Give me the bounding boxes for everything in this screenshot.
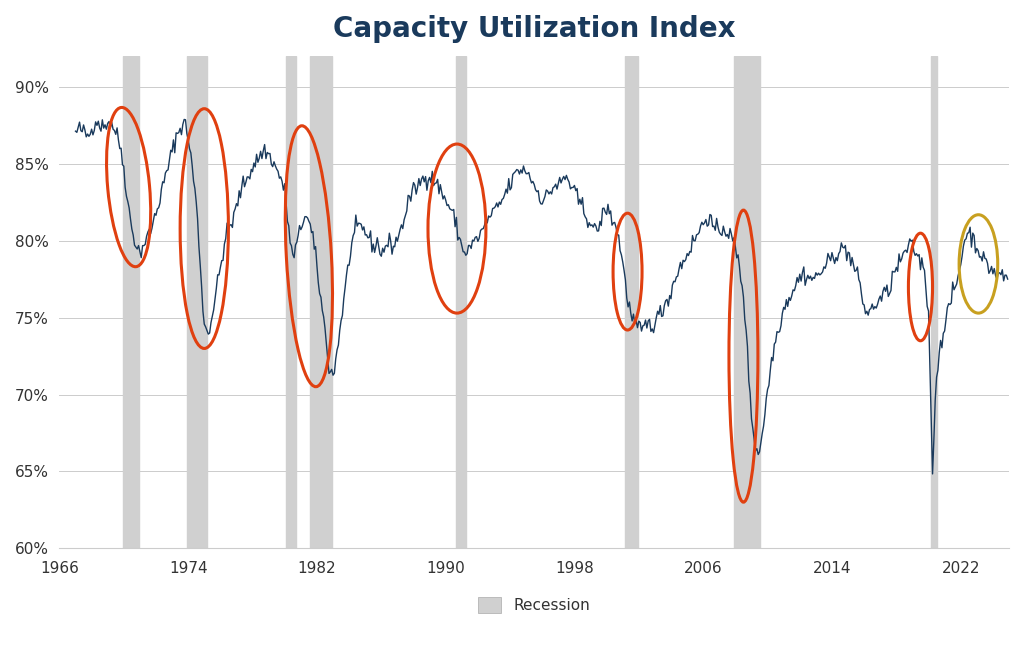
Bar <box>457 56 466 548</box>
Bar <box>123 56 138 548</box>
Bar <box>734 56 760 548</box>
Bar <box>310 56 332 548</box>
Bar <box>286 56 296 548</box>
Legend: Recession: Recession <box>472 591 596 620</box>
Bar <box>626 56 638 548</box>
Title: Capacity Utilization Index: Capacity Utilization Index <box>333 15 735 43</box>
Bar <box>187 56 207 548</box>
Bar <box>931 56 937 548</box>
